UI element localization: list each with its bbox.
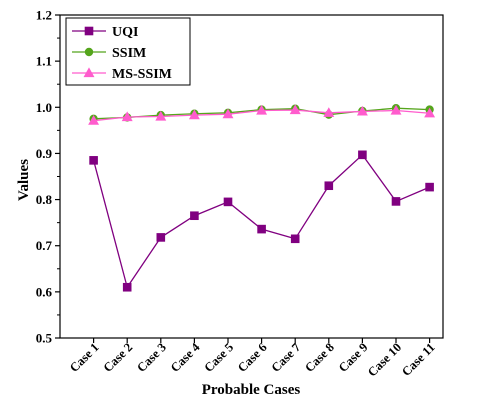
y-tick-label: 1.2 (36, 8, 52, 23)
y-tick-label: 1.0 (36, 100, 52, 115)
uqi-marker (425, 182, 434, 192)
ms-ssim-marker (323, 107, 335, 117)
legend-uqi-marker (84, 26, 94, 36)
legend-ms-ssim-marker (83, 67, 95, 78)
x-axis-title: Probable Cases (202, 382, 301, 398)
legend-ssim-marker (84, 47, 94, 57)
uqi-marker (89, 156, 98, 165)
legend: UQI SSIM MS-SSIM (65, 17, 191, 86)
ms-ssim-marker (222, 108, 234, 119)
ms-ssim-marker (289, 104, 301, 115)
legend-ms-ssim-label: MS-SSIM (112, 67, 172, 82)
y-tick-label: 0.8 (36, 192, 53, 207)
ms-ssim-marker (155, 110, 167, 121)
uqi-marker (324, 181, 334, 191)
y-tick-label: 0.7 (36, 238, 53, 253)
plot-frame (59, 14, 444, 339)
y-tick-label: 0.6 (36, 284, 53, 299)
ms-ssim-marker (424, 107, 436, 118)
y-tick-label: 0.5 (36, 331, 53, 346)
uqi-marker (290, 234, 300, 244)
uqi-marker (223, 197, 233, 207)
y-axis-title: Values (16, 159, 32, 201)
y-tick-label: 1.1 (36, 54, 52, 69)
ms-ssim-marker (88, 115, 100, 125)
ms-ssim-marker (121, 111, 133, 122)
y-tick-label: 0.9 (36, 146, 53, 161)
uqi-marker (257, 224, 266, 234)
legend-ssim-label: SSIM (112, 46, 146, 61)
ms-ssim-marker (188, 109, 200, 120)
uqi-marker (156, 233, 166, 242)
ms-ssim-marker (256, 104, 268, 115)
uqi-marker (358, 150, 367, 160)
uqi-marker (391, 197, 401, 206)
ms-ssim-marker (390, 104, 402, 115)
uqi-marker (122, 282, 132, 292)
uqi-marker (190, 211, 199, 221)
ms-ssim-marker (356, 105, 368, 116)
legend-uqi-label: UQI (112, 25, 138, 40)
